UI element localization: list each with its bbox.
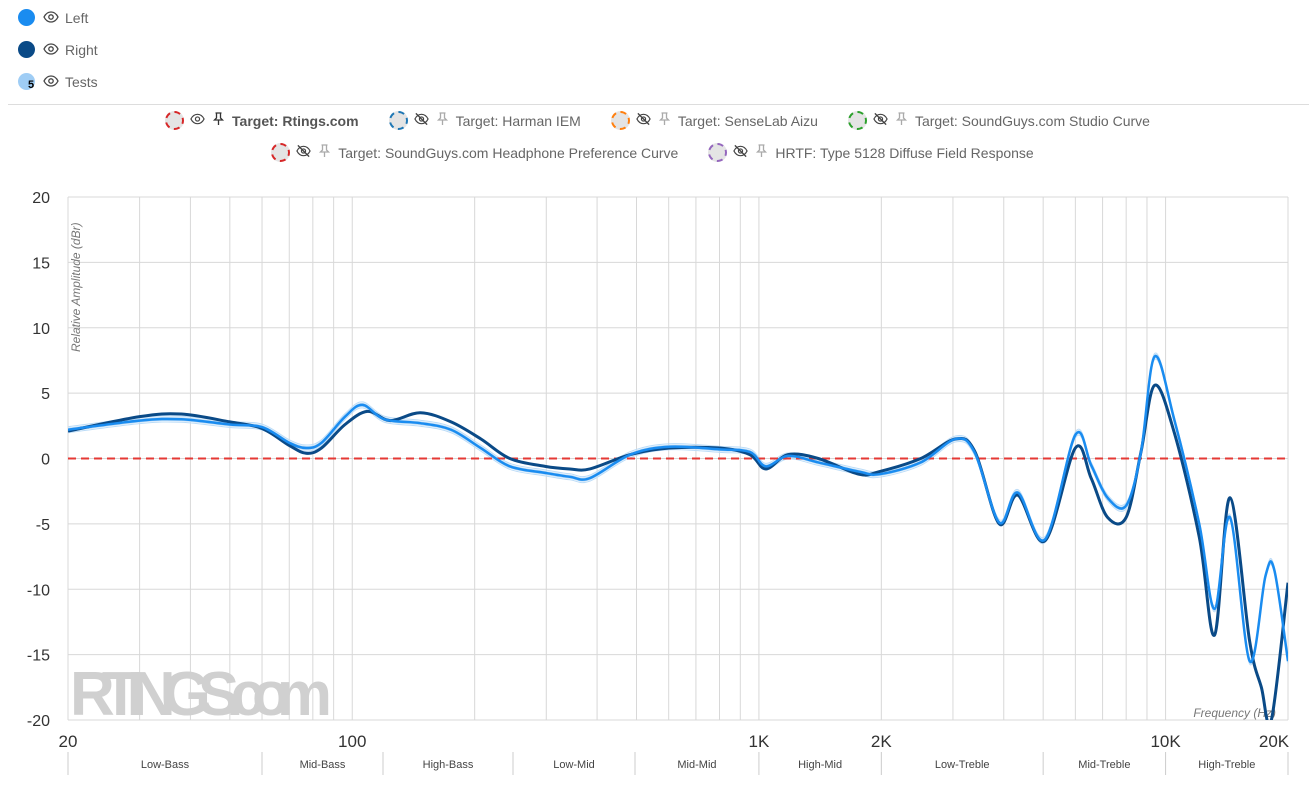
band-label-low-treble: Low-Treble bbox=[935, 759, 990, 771]
target-swatch[interactable] bbox=[708, 143, 728, 162]
rtings-watermark: RTINGS.com bbox=[70, 660, 332, 729]
x-tick-label: 100 bbox=[338, 732, 366, 751]
band-label-high-mid: High-Mid bbox=[798, 759, 842, 771]
series-line-left bbox=[68, 355, 1288, 663]
eye-icon[interactable] bbox=[43, 74, 65, 90]
color-swatch[interactable]: 5 bbox=[18, 73, 35, 91]
band-label-mid-treble: Mid-Treble bbox=[1078, 759, 1130, 771]
target-label: Target: SenseLab Aizu bbox=[677, 112, 818, 129]
eye-off-icon[interactable] bbox=[413, 112, 429, 129]
eye-icon[interactable] bbox=[43, 10, 65, 26]
band-label-high-treble: High-Treble bbox=[1198, 759, 1255, 771]
target-swatch[interactable] bbox=[271, 143, 291, 162]
band-label-mid-mid: Mid-Mid bbox=[677, 759, 716, 771]
y-tick-label: 20 bbox=[32, 190, 50, 207]
pin-icon[interactable] bbox=[317, 144, 332, 161]
y-tick-label: 5 bbox=[41, 386, 50, 403]
x-tick-label: 20K bbox=[1259, 732, 1290, 751]
pin-icon[interactable] bbox=[657, 112, 672, 129]
legend-label: Right bbox=[65, 41, 98, 58]
test-curve bbox=[68, 352, 1288, 660]
x-tick-label: 20 bbox=[59, 732, 78, 751]
target-item[interactable]: Target: SenseLab Aizu bbox=[610, 111, 818, 130]
target-label: HRTF: Type 5128 Diffuse Field Response bbox=[775, 144, 1034, 161]
band-label-mid-bass: Mid-Bass bbox=[300, 759, 346, 771]
target-item[interactable]: Target: Harman IEM bbox=[388, 111, 581, 130]
pin-icon[interactable] bbox=[435, 112, 450, 129]
test-curve bbox=[68, 354, 1288, 661]
target-label: Target: Rtings.com bbox=[232, 112, 359, 129]
separator bbox=[8, 104, 1309, 105]
color-swatch[interactable] bbox=[18, 41, 35, 58]
y-tick-label: -20 bbox=[27, 713, 50, 730]
y-tick-label: -5 bbox=[36, 517, 50, 534]
target-item[interactable]: Target: SoundGuys.com Studio Curve bbox=[847, 111, 1150, 130]
x-tick-label: 10K bbox=[1150, 732, 1181, 751]
target-swatch[interactable] bbox=[165, 111, 185, 130]
x-axis-label: Frequency (Hz) bbox=[1193, 706, 1276, 720]
y-axis-label: Relative Amplitude (dBr) bbox=[69, 222, 83, 352]
legend-item-right[interactable]: Right bbox=[18, 41, 98, 58]
pin-icon[interactable] bbox=[754, 144, 769, 161]
y-tick-label: 10 bbox=[32, 321, 50, 338]
target-item[interactable]: Target: SoundGuys.com Headphone Preferen… bbox=[271, 143, 678, 162]
test-count: 5 bbox=[28, 79, 35, 91]
eye-off-icon[interactable] bbox=[873, 112, 888, 129]
target-label: Target: SoundGuys.com Studio Curve bbox=[914, 112, 1150, 129]
y-tick-label: 0 bbox=[41, 452, 50, 469]
pin-icon[interactable] bbox=[894, 112, 909, 129]
target-label: Target: Harman IEM bbox=[455, 112, 581, 129]
eye-off-icon[interactable] bbox=[296, 144, 312, 161]
target-swatch[interactable] bbox=[847, 111, 867, 130]
band-label-high-bass: High-Bass bbox=[423, 759, 474, 771]
y-tick-label: -15 bbox=[27, 648, 50, 665]
target-item[interactable]: Target: Rtings.com bbox=[165, 111, 359, 130]
target-swatch[interactable] bbox=[388, 111, 408, 130]
target-item[interactable]: HRTF: Type 5128 Diffuse Field Response bbox=[708, 143, 1034, 162]
y-tick-label: -10 bbox=[27, 582, 50, 599]
target-label: Target: SoundGuys.com Headphone Preferen… bbox=[338, 144, 679, 161]
target-swatch[interactable] bbox=[610, 111, 630, 130]
band-label-low-bass: Low-Bass bbox=[141, 759, 190, 771]
legend-item-left[interactable]: Left bbox=[18, 9, 88, 26]
y-tick-label: 15 bbox=[32, 255, 50, 272]
legend-label: Left bbox=[65, 9, 89, 26]
legend-label: Tests bbox=[65, 73, 98, 90]
pin-icon[interactable] bbox=[211, 112, 226, 129]
eye-off-icon[interactable] bbox=[733, 144, 749, 161]
eye-icon[interactable] bbox=[190, 112, 205, 129]
x-tick-label: 2K bbox=[871, 732, 892, 751]
eye-off-icon[interactable] bbox=[636, 112, 651, 129]
legend-item-tests[interactable]: 5 Tests bbox=[18, 73, 98, 91]
eye-icon[interactable] bbox=[43, 42, 65, 58]
series-line-right bbox=[68, 383, 1288, 720]
color-swatch[interactable] bbox=[18, 9, 35, 26]
band-label-low-mid: Low-Mid bbox=[553, 759, 595, 771]
x-tick-label: 1K bbox=[749, 732, 770, 751]
